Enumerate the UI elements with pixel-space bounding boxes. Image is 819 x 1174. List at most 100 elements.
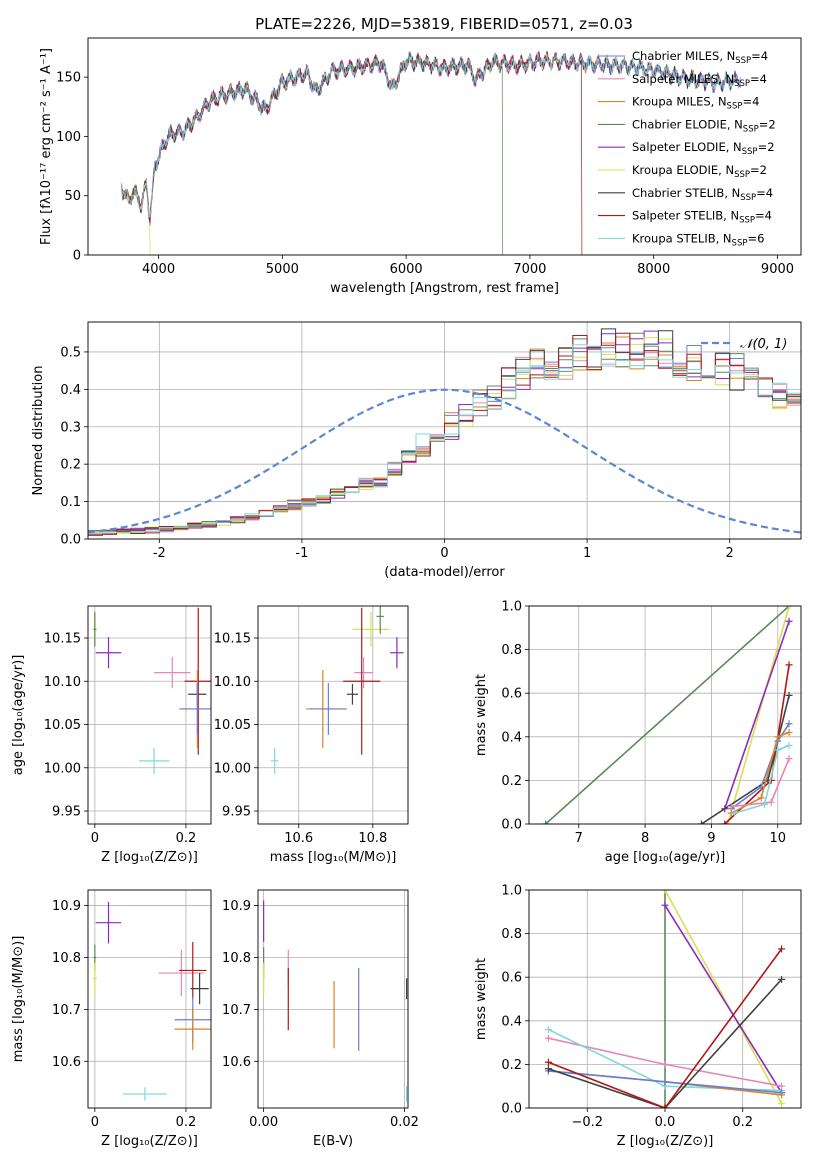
- weight-marker-SM: [661, 1060, 669, 1068]
- legend-label-main: Chabrier ELODIE, N: [632, 117, 743, 131]
- weight-line-CM: [730, 723, 790, 810]
- legend-label-main: Chabrier MILES, N: [632, 49, 735, 63]
- axes-frame: [257, 889, 409, 1109]
- y-tick-label: 10.00: [214, 761, 251, 776]
- axes-frame: [87, 37, 802, 256]
- legend-label-sub: SSP: [732, 238, 748, 248]
- legend-label: Salpeter ELODIE, NSSP=2: [632, 140, 775, 157]
- x-tick-label: 0: [91, 1115, 99, 1130]
- weight-marker-KM: [757, 794, 765, 802]
- y-axis-label: mass [log₁₀(M/M⊙)]: [11, 936, 26, 1063]
- y-tick-label: 10.9: [52, 899, 81, 914]
- y-tick-label: 10.10: [214, 675, 251, 690]
- errorbar-point-KS: [123, 1087, 167, 1101]
- histogram-SM: [88, 351, 801, 539]
- weight-line-KS: [734, 744, 790, 814]
- legend-label-main: Kroupa STELIB, N: [632, 231, 732, 245]
- legend-label: Chabrier STELIB, NSSP=4: [632, 186, 773, 203]
- weight-marker-KS: [761, 800, 769, 808]
- x-axis-label: Z [log₁₀(Z/Z⊙)]: [617, 1134, 714, 1149]
- panel-age_vs_mass: 10.6 10.8 9.95 10.00 10.05 10.10 10.15 mass [lo…: [214, 605, 409, 865]
- y-tick-label: 10.15: [44, 632, 81, 647]
- histogram-SE: [88, 330, 801, 539]
- histogram-KM: [88, 336, 801, 539]
- errorbar-point-CS: [190, 973, 209, 1005]
- y-tick-label: 0.3: [60, 420, 81, 435]
- x-tick-label: 0: [440, 546, 448, 561]
- y-tick-label: 10.6: [52, 1055, 81, 1070]
- y-tick-label: 0.2: [501, 774, 522, 789]
- errorbar-point-SE: [95, 901, 122, 944]
- weight-line-KE: [664, 890, 783, 1104]
- y-tick-label: 0.4: [60, 383, 81, 398]
- axes-frame: [257, 605, 409, 825]
- panel-mass_vs_ebv: 0.00 0.02 10.6 10.7 10.8 10.9 E(B-V): [222, 889, 419, 1149]
- x-tick-label: 9000: [761, 262, 794, 277]
- errorbar-point-SS: [343, 607, 381, 755]
- errorbar-point-SM: [158, 949, 205, 997]
- x-tick-label: 7000: [513, 262, 546, 277]
- weight-line-KM: [730, 731, 790, 814]
- weight-line-CE: [545, 606, 790, 824]
- errorbar-point-SE: [95, 637, 122, 669]
- x-tick-label: 0.0: [655, 1115, 676, 1130]
- weight-marker-CS: [778, 975, 786, 983]
- axes-frame: [87, 889, 212, 1109]
- weight-marker-SS: [544, 1058, 552, 1066]
- weight-marker-CM: [785, 720, 793, 728]
- legend-label-suffix: =2: [750, 163, 767, 177]
- weight-marker-CE: [542, 820, 550, 824]
- legend-label-main: Salpeter MILES, N: [632, 72, 734, 86]
- weight-marker-CM: [661, 1078, 669, 1086]
- legend-label-main: Kroupa ELODIE, N: [632, 163, 734, 177]
- x-tick-label: 7: [575, 831, 583, 846]
- histogram-CE: [88, 332, 801, 539]
- errorbar-point-KE: [92, 962, 98, 994]
- x-tick-label: 10.6: [284, 831, 313, 846]
- y-axis-label: mass weight: [474, 674, 489, 756]
- plot-area-spectrum: [121, 50, 741, 255]
- x-tick-label: 10: [770, 831, 787, 846]
- y-tick-label: 9.95: [222, 805, 251, 820]
- histogram-KE: [88, 337, 801, 539]
- legend-label-main: Chabrier STELIB, N: [632, 186, 740, 200]
- errorbar-point-SS: [179, 941, 207, 999]
- plot-area-weight_vs_age: [542, 606, 793, 824]
- plot-area-residuals: [88, 328, 801, 539]
- y-tick-label: 10.10: [44, 675, 81, 690]
- x-tick-label: 5000: [266, 262, 299, 277]
- y-tick-label: 0.8: [501, 643, 522, 658]
- errorbar-point-CS: [346, 683, 358, 705]
- weight-marker-KE: [778, 1100, 786, 1108]
- histogram-CM: [88, 345, 801, 539]
- errorbar-point-KS: [139, 747, 170, 774]
- y-tick-label: 10.05: [44, 718, 81, 733]
- errorbar-point-SM: [154, 657, 191, 689]
- x-tick-label: 8000: [637, 262, 670, 277]
- y-tick-label: 10.7: [222, 1003, 251, 1018]
- legend-label-sub: SSP: [734, 170, 750, 180]
- x-tick-label: 0.2: [732, 1115, 753, 1130]
- weight-marker-SS: [661, 1104, 669, 1108]
- y-tick-label: 0.8: [501, 927, 522, 942]
- weight-marker-CS: [785, 691, 793, 699]
- y-tick-label: 0.6: [501, 971, 522, 986]
- x-tick-label: −0.2: [571, 1115, 603, 1130]
- legend-label-sub: SSP: [734, 79, 750, 89]
- legend-label-sub: SSP: [727, 102, 743, 112]
- legend-label: Chabrier MILES, NSSP=4: [632, 49, 768, 66]
- x-axis-label: wavelength [Angstrom, rest frame]: [330, 281, 559, 296]
- x-tick-label: 0.2: [176, 1115, 197, 1130]
- legend-label-suffix: =2: [758, 140, 775, 154]
- errorbar-point-SS: [184, 607, 211, 755]
- legend-label-suffix: =4: [750, 72, 767, 86]
- x-axis-label: mass [log₁₀(M/M⊙)]: [270, 850, 397, 865]
- plot-area-age_vs_Z: [92, 607, 211, 774]
- weight-line-SE: [664, 904, 783, 1094]
- weight-marker-SM: [544, 1034, 552, 1042]
- y-tick-label: 0.2: [60, 458, 81, 473]
- panel-weight_vs_Z: −0.2 0.0 0.2 0.0 0.2 0.4 0.6 0.8 1.0 Z [log₁₀(Z/Z…: [474, 884, 802, 1149]
- y-tick-label: 10.15: [214, 632, 251, 647]
- x-tick-label: 2: [726, 546, 734, 561]
